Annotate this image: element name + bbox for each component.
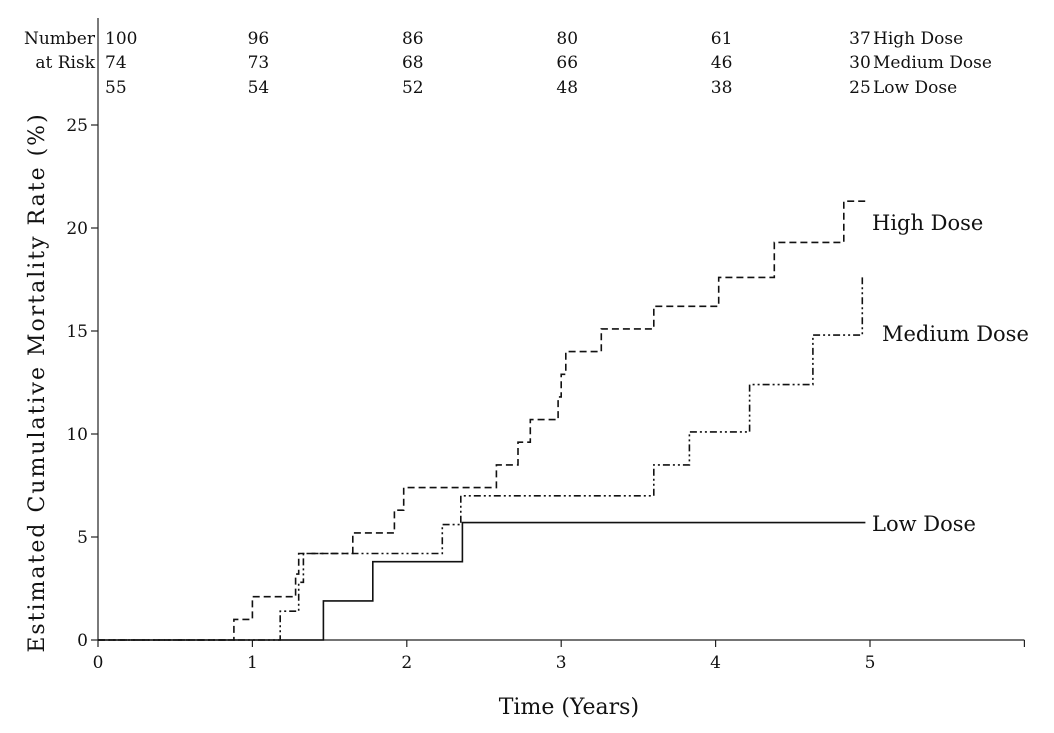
risk-cell: 48 xyxy=(556,78,578,98)
y-tick-label: 5 xyxy=(77,528,88,548)
y-tick-label: 25 xyxy=(66,116,88,136)
risk-cell: 86 xyxy=(402,29,424,49)
risk-row-name: Low Dose xyxy=(873,78,957,98)
risk-cell: 52 xyxy=(402,78,424,98)
curve-label-low-dose: Low Dose xyxy=(872,512,976,536)
risk-cell: 66 xyxy=(556,53,578,73)
risk-table: Number at Risk 100 96 86 80 61 37 High Dose 74 73 6… xyxy=(24,29,992,98)
risk-cell: 96 xyxy=(248,29,270,49)
risk-row-label-number: Number xyxy=(24,29,96,49)
x-tick-label: 2 xyxy=(401,653,412,673)
risk-cell: 61 xyxy=(711,29,733,49)
x-tick-label: 1 xyxy=(247,653,258,673)
risk-row-label-at-risk: at Risk xyxy=(35,53,95,73)
risk-cell: 100 xyxy=(105,29,137,49)
series-line-medium-dose xyxy=(98,277,864,641)
risk-cell: 38 xyxy=(711,78,733,98)
risk-cell: 37 xyxy=(849,29,871,49)
tick-group: 0 1 2 3 4 5 0 5 10 15 20 25 xyxy=(66,116,1026,673)
risk-cell: 55 xyxy=(105,78,127,98)
series-line-high-dose xyxy=(98,200,866,641)
x-tick-label: 0 xyxy=(93,653,104,673)
y-tick-label: 0 xyxy=(77,631,88,651)
risk-row-name: Medium Dose xyxy=(873,53,992,73)
risk-row-name: High Dose xyxy=(873,29,963,49)
y-tick-label: 20 xyxy=(66,219,88,239)
risk-cell: 74 xyxy=(105,53,127,73)
curve-label-medium-dose: Medium Dose xyxy=(882,322,1029,346)
risk-cell: 54 xyxy=(248,78,270,98)
risk-cell: 30 xyxy=(849,53,871,73)
risk-cell: 80 xyxy=(556,29,578,49)
risk-cell: 68 xyxy=(402,53,424,73)
curve-label-high-dose: High Dose xyxy=(872,211,983,235)
x-axis-label: Time (Years) xyxy=(499,695,639,720)
series-line-low-dose xyxy=(98,521,866,641)
risk-cell: 73 xyxy=(248,53,270,73)
series-group xyxy=(98,200,866,641)
risk-cell: 25 xyxy=(849,78,871,98)
x-tick-label: 4 xyxy=(710,653,721,673)
x-tick-label: 5 xyxy=(865,653,876,673)
curve-label-group: High Dose Medium Dose Low Dose xyxy=(872,211,1029,536)
risk-cell: 46 xyxy=(711,53,733,73)
x-tick-label: 3 xyxy=(556,653,567,673)
y-tick-label: 15 xyxy=(66,322,88,342)
y-tick-label: 10 xyxy=(66,425,88,445)
y-axis-label: Estimated Cumulative Mortality Rate (%) xyxy=(25,112,50,652)
